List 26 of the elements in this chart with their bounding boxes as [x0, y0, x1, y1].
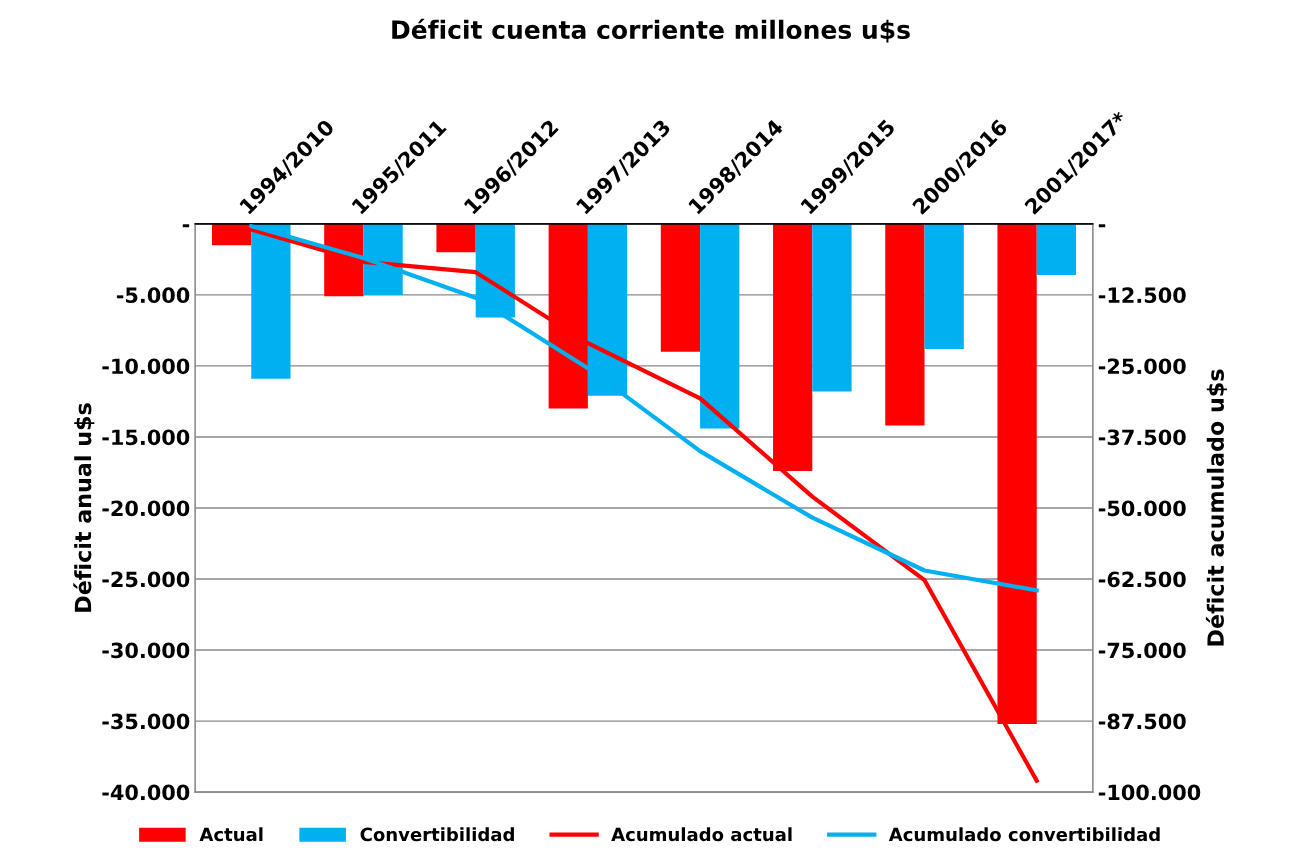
- line-series: [249, 224, 1039, 593]
- y-tick-label: -: [182, 224, 190, 228]
- y2-tick-label: -25.000: [1098, 358, 1186, 375]
- y-tick-label: -30.000: [102, 642, 190, 659]
- y-tick-label: -10.000: [102, 358, 190, 375]
- y2-tick-label: -37.500: [1098, 429, 1186, 446]
- y2-tick-label: -87.500: [1098, 713, 1186, 730]
- y-tick-label: -25.000: [102, 571, 190, 588]
- y-tick-label: -5.000: [116, 287, 190, 304]
- y2-tick-label: -75.000: [1098, 642, 1186, 659]
- y2-tick-label: -62.500: [1098, 571, 1186, 588]
- legend-label: Convertibilidad: [360, 827, 514, 842]
- y2-tick-label: -50.000: [1098, 500, 1186, 517]
- y-tick-label: -20.000: [102, 500, 190, 517]
- legend-label: Acumulado actual: [611, 827, 792, 842]
- legend-label: Acumulado convertibilidad: [888, 827, 1160, 842]
- chart-title: Déficit cuenta corriente millones u$s: [392, 18, 910, 43]
- y-tick-label: -40.000: [102, 784, 190, 801]
- y-tick-label: -15.000: [102, 429, 190, 446]
- y2-tick-label: -: [1098, 224, 1106, 228]
- y-tick-label: -35.000: [102, 713, 190, 730]
- y2-tick-label: -12.500: [1098, 287, 1186, 304]
- y-axis-title: Déficit anual u$s: [73, 403, 95, 612]
- y2-tick-label: -100.000: [1098, 784, 1201, 801]
- y2-axis-title: Déficit acumulado u$s: [1205, 369, 1227, 646]
- legend-label: Actual: [199, 827, 263, 842]
